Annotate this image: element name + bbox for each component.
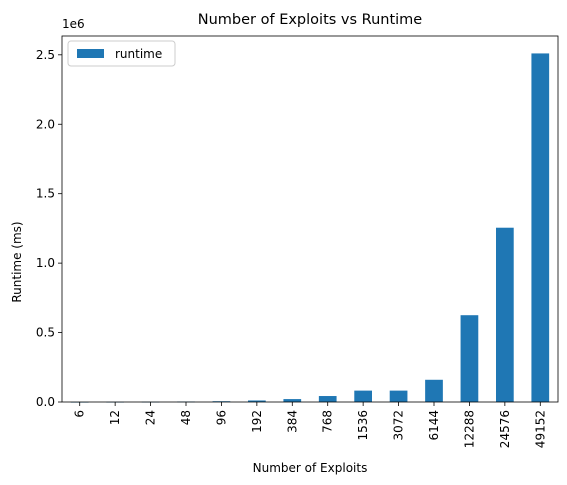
x-tick-label: 6 bbox=[73, 410, 87, 418]
y-axis-ticks: 0.0 0.5 1.0 1.5 2.0 2.5 bbox=[36, 48, 62, 409]
y-tick-label: 2.5 bbox=[36, 48, 55, 62]
x-axis-ticks: 6 12 24 48 96 192 384 768 1536 3072 6144 12288 24576… bbox=[73, 402, 547, 448]
legend: runtime bbox=[67, 40, 176, 67]
y-offset-label: 1e6 bbox=[62, 17, 85, 31]
x-axis-label: Number of Exploits bbox=[253, 461, 368, 475]
x-tick-label: 12288 bbox=[462, 410, 476, 448]
x-tick-label: 192 bbox=[250, 410, 264, 433]
bar-6144 bbox=[425, 379, 443, 402]
plot-frame bbox=[61, 35, 559, 403]
bar-1536 bbox=[354, 390, 372, 402]
x-tick-label: 48 bbox=[179, 410, 193, 425]
y-tick-label: 1.0 bbox=[36, 256, 55, 270]
bar-192 bbox=[248, 400, 266, 402]
x-tick-label: 768 bbox=[321, 410, 335, 433]
bars-group bbox=[70, 53, 550, 403]
x-tick-label: 6144 bbox=[427, 410, 441, 441]
chart-title: Number of Exploits vs Runtime bbox=[198, 12, 423, 28]
y-tick-label: 1.5 bbox=[36, 187, 55, 201]
bar-12288 bbox=[460, 315, 479, 402]
y-tick-label: 0.0 bbox=[36, 395, 55, 409]
legend-swatch bbox=[77, 49, 104, 58]
y-axis-label: Runtime (ms) bbox=[10, 221, 24, 302]
legend-label: runtime bbox=[115, 47, 162, 61]
x-tick-label: 1536 bbox=[356, 410, 370, 441]
x-tick-label: 384 bbox=[285, 410, 299, 433]
legend-box bbox=[67, 40, 176, 67]
x-tick-label: 24 bbox=[144, 410, 158, 425]
x-tick-label: 3072 bbox=[392, 410, 406, 441]
bar-49152 bbox=[531, 53, 550, 403]
y-tick-label: 0.5 bbox=[36, 326, 55, 340]
bar-384 bbox=[283, 399, 302, 402]
x-tick-label: 49152 bbox=[533, 410, 547, 448]
x-tick-label: 24576 bbox=[498, 410, 512, 448]
y-tick-label: 2.0 bbox=[36, 117, 55, 131]
bar-24576 bbox=[496, 227, 514, 402]
bar-3072 bbox=[389, 390, 408, 402]
x-tick-label: 12 bbox=[108, 410, 122, 425]
x-tick-label: 96 bbox=[214, 410, 228, 425]
bar-768 bbox=[318, 396, 337, 402]
